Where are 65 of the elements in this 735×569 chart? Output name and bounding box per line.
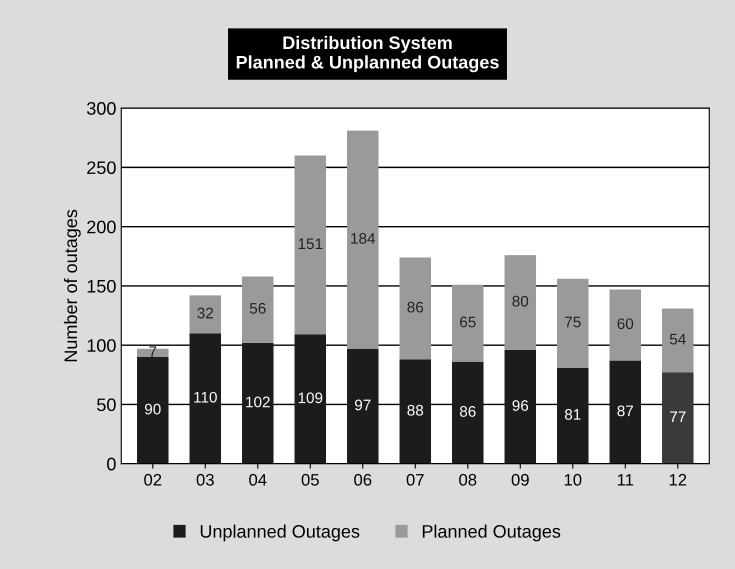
bar [242,342,274,464]
data-label: 86 [460,406,476,417]
bar [400,257,432,360]
bar [504,255,536,350]
bar [347,348,379,464]
bar [662,308,694,372]
data-label: 81 [564,409,581,420]
data-label: 32 [197,308,214,318]
data-label: 87 [617,405,634,416]
bar [190,333,222,464]
data-label: 184 [351,232,376,244]
bar [557,278,589,368]
data-label: 60 [618,318,634,330]
legend-label: Planned Outages [422,524,560,542]
y-tick-label: 100 [88,339,116,352]
bar [400,359,432,464]
data-label: 75 [565,316,581,328]
bar [504,350,536,464]
data-label: 80 [512,296,528,307]
bar [347,130,379,349]
data-label: 56 [250,302,266,314]
bar [190,295,222,334]
bar [610,360,642,464]
data-label: 86 [407,302,424,313]
bar [242,276,274,343]
data-label: 109 [298,392,322,404]
bar [294,334,326,464]
x-tick-label: 12 [670,474,686,486]
bar [294,156,326,335]
y-tick-label: 250 [87,161,116,174]
y-axis-title: Number of outages [64,210,81,362]
x-tick-label: 06 [354,474,372,486]
chart-title: Distribution System Planned & Unplanned Outages [236,36,499,72]
bar [137,357,169,464]
y-tick-label: 200 [87,220,116,234]
x-tick-label: 02 [144,474,162,486]
data-label: 54 [670,334,686,345]
x-tick-label: 10 [564,474,582,486]
y-tick-label: 0 [107,458,116,470]
x-tick-label: 07 [406,474,424,486]
bar [452,284,484,362]
y-tick-label: 300 [86,102,116,115]
legend-label: Unplanned Outages [200,524,360,542]
x-tick-label: 03 [196,474,214,486]
data-label: 151 [298,238,322,250]
x-tick-label: 11 [618,474,634,486]
bar [557,368,589,464]
bar [610,289,642,361]
x-tick-label: 04 [249,474,267,486]
data-label: 96 [512,400,528,411]
bar [662,372,694,464]
x-tick-label: 08 [459,474,476,486]
data-label: 88 [407,404,424,416]
data-label: 7 [149,346,156,357]
data-label: 110 [194,392,217,403]
data-label: 102 [246,396,270,408]
data-label: 77 [670,412,686,422]
data-label: 65 [460,316,476,328]
data-label: 97 [354,400,371,410]
y-tick-label: 150 [88,280,116,293]
data-label: 90 [144,404,161,414]
y-tick-label: 50 [97,398,116,412]
x-tick-label: 05 [302,474,319,486]
bar [452,362,484,464]
x-tick-label: 09 [512,474,529,486]
